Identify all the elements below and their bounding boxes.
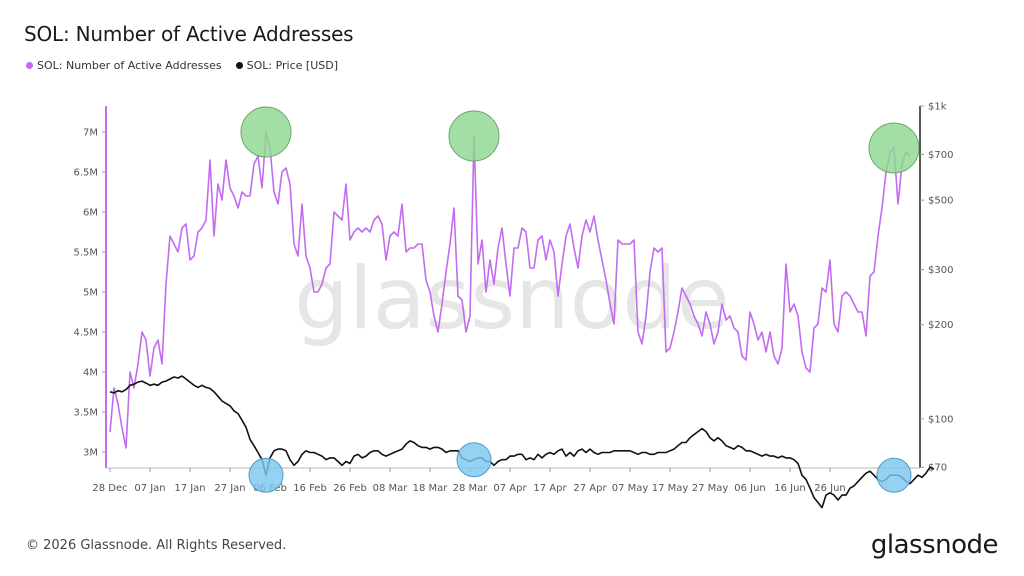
y-right-tick-label: $100: [928, 414, 953, 425]
series-line-active-addresses[interactable]: [109, 131, 911, 449]
x-tick-label: 28 Mar: [453, 483, 489, 494]
highlight-marker-green: [868, 122, 920, 174]
y-right-tick-label: $1k: [928, 102, 947, 113]
y-left-tick-label: 5.5M: [73, 248, 98, 259]
y-left-tick-label: 3M: [83, 448, 98, 459]
y-left-tick-label: 7M: [83, 128, 98, 139]
x-tick-label: 17 Apr: [533, 483, 567, 494]
x-tick-label: 27 May: [692, 483, 729, 494]
x-tick-label: 27 Apr: [573, 483, 607, 494]
x-tick-label: 06 Jun: [734, 483, 766, 494]
highlight-marker-blue: [456, 442, 492, 478]
legend: SOL: Number of Active Addresses SOL: Pri…: [26, 59, 338, 72]
copyright-footer: © 2026 Glassnode. All Rights Reserved.: [26, 538, 287, 553]
highlight-marker-green: [448, 110, 500, 162]
y-left-tick-label: 4M: [83, 368, 98, 379]
x-tick-label: 08 Mar: [373, 483, 409, 494]
x-tick-label: 26 Jun: [814, 483, 846, 494]
x-tick-label: 27 Jan: [214, 483, 245, 494]
y-left-tick-label: 6M: [83, 208, 98, 219]
legend-item-price[interactable]: SOL: Price [USD]: [235, 59, 338, 72]
series-line-price[interactable]: [109, 375, 935, 509]
y-left-tick-label: 3.5M: [73, 408, 98, 419]
x-tick-label: 17 May: [652, 483, 689, 494]
highlight-marker-blue: [876, 457, 912, 493]
brand-logo: glassnode: [870, 530, 999, 560]
x-tick-label: 18 Mar: [413, 483, 449, 494]
x-tick-label: 16 Jun: [774, 483, 806, 494]
x-tick-label: 17 Jan: [174, 483, 205, 494]
y-left-tick-label: 6.5M: [73, 168, 98, 179]
highlight-marker-green: [240, 106, 292, 158]
x-tick-label: 28 Dec: [92, 483, 127, 494]
legend-label-active-addresses: SOL: Number of Active Addresses: [37, 59, 222, 72]
legend-label-price: SOL: Price [USD]: [246, 59, 338, 72]
y-right-tick-label: $500: [928, 196, 953, 207]
x-tick-label: 07 Apr: [493, 483, 527, 494]
y-right-tick-label: $70: [928, 463, 947, 474]
x-tick-label: 07 Jan: [134, 483, 165, 494]
highlight-marker-blue: [248, 457, 284, 493]
y-right-tick-label: $200: [928, 320, 953, 331]
legend-item-active-addresses[interactable]: SOL: Number of Active Addresses: [26, 59, 222, 72]
y-left-tick-label: 4.5M: [73, 328, 98, 339]
y-left-tick-label: 5M: [83, 288, 98, 299]
y-right-tick-label: $300: [928, 265, 953, 276]
x-tick-label: 26 Feb: [333, 483, 367, 494]
legend-dot-price-icon: [235, 62, 243, 69]
x-tick-label: 07 May: [612, 483, 649, 494]
y-right-tick-label: $700: [928, 150, 953, 161]
x-tick-label: 16 Feb: [293, 483, 327, 494]
legend-dot-active-addresses-icon: [26, 62, 33, 69]
chart-title: SOL: Number of Active Addresses: [24, 22, 354, 46]
